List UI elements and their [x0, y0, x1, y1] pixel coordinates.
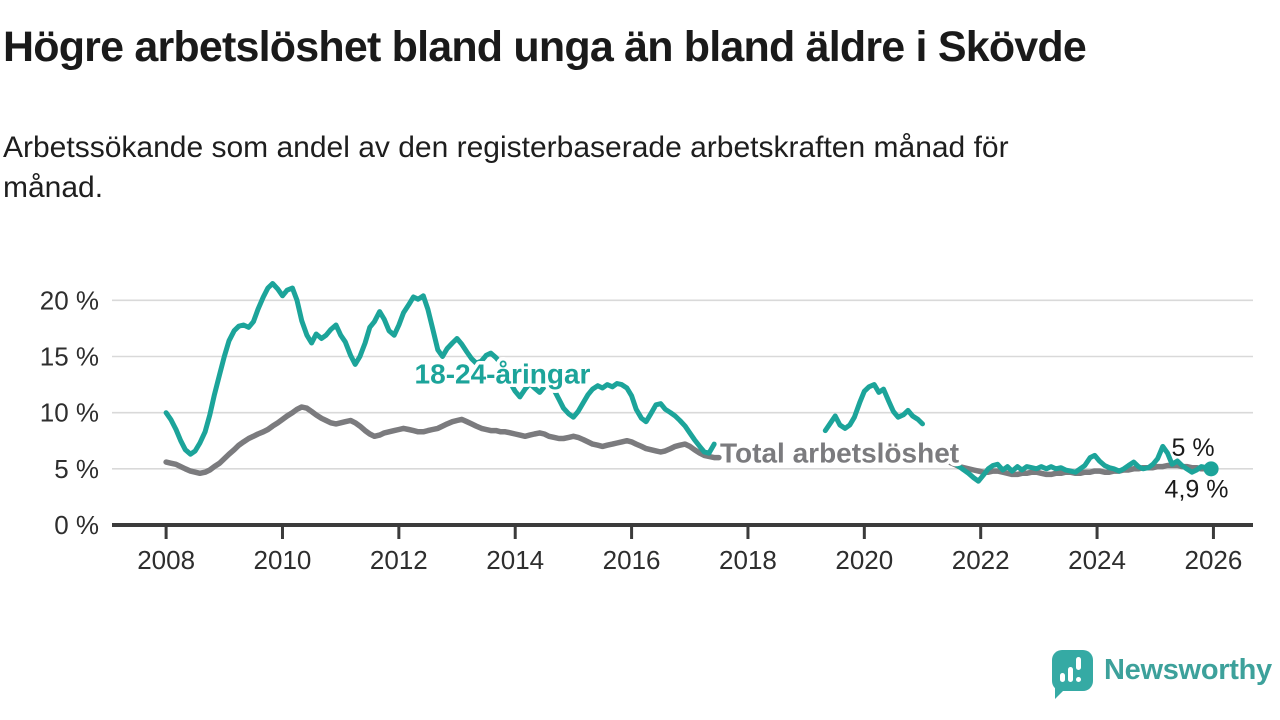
x-tick-label: 2020: [835, 545, 893, 575]
y-tick-label: 5 %: [54, 454, 99, 484]
series-label-youth: 18-24-åringar: [415, 358, 591, 389]
chart-subtitle-line1: Arbetssökande som andel av den registerb…: [3, 131, 1009, 164]
x-tick-label: 2010: [254, 545, 312, 575]
x-tick-label: 2014: [486, 545, 544, 575]
y-tick-label: 10 %: [40, 398, 99, 428]
series-line-total: [163, 404, 722, 477]
chart-subtitle-line2: månad.: [3, 171, 104, 204]
y-tick-label: 15 %: [40, 341, 99, 371]
x-tick-label: 2022: [952, 545, 1010, 575]
x-tick-label: 2024: [1068, 545, 1126, 575]
exclamation-icon: [1076, 657, 1081, 670]
y-tick-label: 0 %: [54, 510, 99, 540]
bar-chart-icon: [1060, 673, 1065, 682]
newsworthy-logo-text: Newsworthy: [1104, 654, 1272, 686]
x-tick-label: 2016: [603, 545, 661, 575]
end-dot: [1203, 461, 1219, 477]
x-tick-label: 2012: [370, 545, 428, 575]
series-line-youth: [822, 382, 925, 434]
x-tick-label: 2018: [719, 545, 777, 575]
series-label-total: Total arbetslöshet: [720, 438, 959, 469]
newsworthy-logo[interactable]: Newsworthy: [1052, 650, 1272, 699]
chart-subtitle: Arbetssökande som andel av den registerb…: [3, 128, 1203, 208]
series-line-youth: [163, 281, 717, 457]
end-value-label-youth: 5 %: [1172, 434, 1215, 462]
x-tick-label: 2008: [137, 545, 195, 575]
newsworthy-logo-icon: [1052, 650, 1093, 699]
end-value-label-total: 4,9 %: [1165, 475, 1229, 503]
y-tick-label: 20 %: [40, 285, 99, 315]
series-line-youth: [952, 443, 1214, 484]
x-tick-label: 2026: [1185, 545, 1243, 575]
page-title: Högre arbetslöshet bland unga än bland ä…: [3, 23, 1087, 71]
